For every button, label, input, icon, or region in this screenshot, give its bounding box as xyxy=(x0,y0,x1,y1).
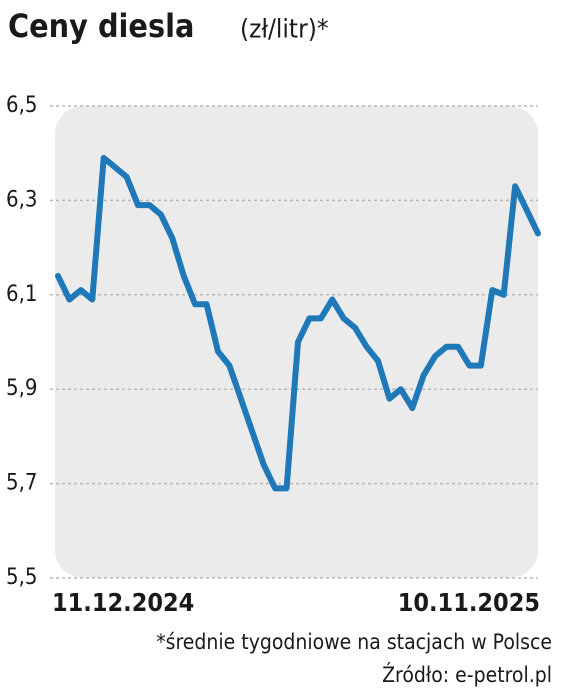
line xyxy=(55,154,541,492)
chart-subtitle: (zł/litr)* xyxy=(240,15,329,45)
chart-title: Ceny diesla xyxy=(8,7,194,45)
x-tick-label: 11.12.2024 xyxy=(52,588,194,617)
y-tick-label: 5,9 xyxy=(6,376,37,401)
y-tick-label: 5,7 xyxy=(6,471,37,496)
footnote: *średnie tygodniowe na stacjach w Polsce xyxy=(156,630,552,654)
y-tick-label: 6,5 xyxy=(6,93,37,118)
y-tick-label: 6,3 xyxy=(6,187,37,212)
source: Źródło: e-petrol.pl xyxy=(382,662,552,687)
y-tick-label: 5,5 xyxy=(6,565,37,590)
y-tick-label: 6,1 xyxy=(6,282,37,307)
x-tick-label: 10.11.2025 xyxy=(398,588,540,617)
